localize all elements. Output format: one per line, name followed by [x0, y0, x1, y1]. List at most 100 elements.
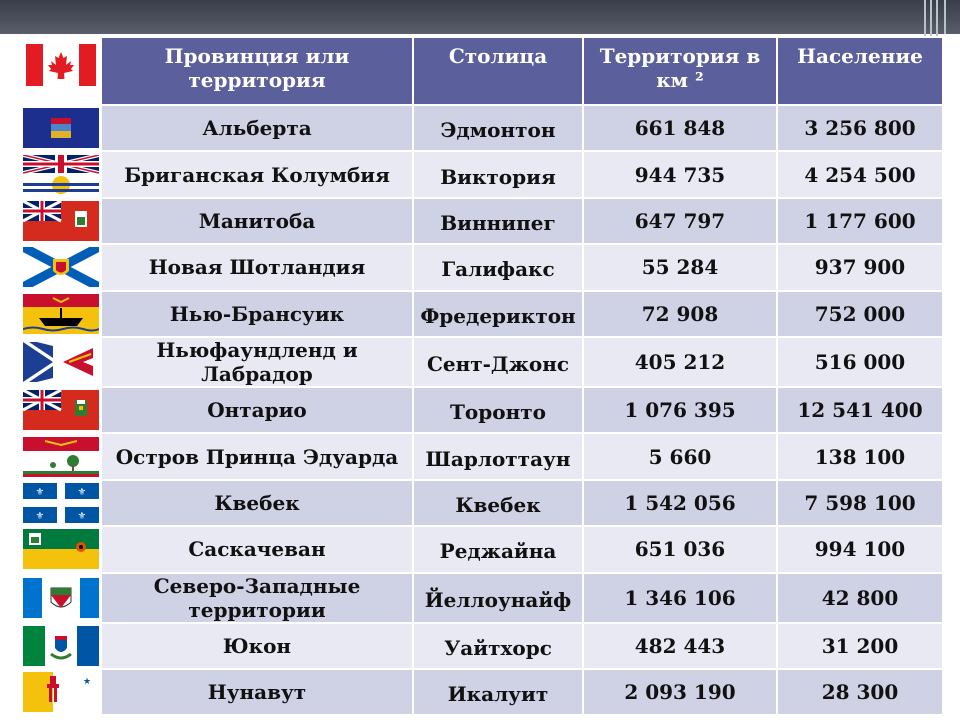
flag-cell — [20, 243, 102, 292]
population-value: 28 300 — [776, 667, 944, 717]
province-name: Квебек — [100, 478, 414, 528]
population-value: 4 254 500 — [776, 150, 944, 199]
province-name: Ньюфаундленд и Лабрадор — [100, 335, 414, 388]
capital-name: Реджайна — [412, 525, 584, 574]
population-value: 516 000 — [776, 335, 944, 388]
flag-cell: ⚜ ⚜ ⚜ ⚜ — [20, 478, 102, 528]
flag-cell — [20, 335, 102, 388]
province-name: Альберта — [100, 103, 414, 153]
population-value: 937 900 — [776, 243, 944, 292]
table-row: ⚜ ⚜ ⚜ ⚜ Квебек Квебек 1 542 056 7 598 10… — [20, 478, 944, 528]
nunavut-flag-icon: ★ — [23, 672, 99, 713]
table-row: Юкон Уайтхорс 482 443 31 200 — [20, 621, 944, 670]
population-value: 42 800 — [776, 571, 944, 624]
british-columbia-flag-icon — [23, 154, 99, 195]
area-value: 482 443 — [582, 621, 778, 670]
population-value: 138 100 — [776, 432, 944, 481]
header-capital: Столица — [412, 36, 584, 106]
table-row: Новая Шотландия Галифакс 55 284 937 900 — [20, 243, 944, 292]
capital-name: Квебек — [412, 478, 584, 528]
decorative-stripes — [920, 0, 960, 40]
nova-scotia-flag-icon — [23, 247, 99, 288]
province-name: Онтарио — [100, 385, 414, 435]
table-row: Бриганская Колумбия Виктория 944 735 4 2… — [20, 150, 944, 199]
capital-name: Уайтхорс — [412, 621, 584, 670]
province-name: Бриганская Колумбия — [100, 150, 414, 199]
table-header-row: Провинция или территория Столица Террито… — [20, 36, 944, 106]
capital-name: Шарлоттаун — [412, 432, 584, 481]
flag-cell — [20, 103, 102, 153]
flag-cell — [20, 196, 102, 246]
table-row: Нью-Брансуик Фредериктон 72 908 752 000 — [20, 289, 944, 338]
province-name: Юкон — [100, 621, 414, 670]
area-value: 647 797 — [582, 196, 778, 246]
flag-cell — [20, 289, 102, 338]
newfoundland-flag-icon — [23, 341, 99, 382]
table-row: Альберта Эдмонтон 661 848 3 256 800 — [20, 103, 944, 153]
population-value: 994 100 — [776, 525, 944, 574]
flag-cell — [20, 150, 102, 199]
population-value: 12 541 400 — [776, 385, 944, 435]
svg-text:⚜: ⚜ — [36, 511, 45, 522]
population-value: 3 256 800 — [776, 103, 944, 153]
area-value: 651 036 — [582, 525, 778, 574]
svg-text:⚜: ⚜ — [78, 511, 87, 522]
population-value: 1 177 600 — [776, 196, 944, 246]
area-value: 405 212 — [582, 335, 778, 388]
canada-flag-icon — [26, 44, 96, 86]
capital-name: Йеллоунайф — [412, 571, 584, 624]
provinces-table: Провинция или территория Столица Террито… — [20, 36, 944, 717]
svg-text:⚜: ⚜ — [78, 487, 87, 498]
canada-flag-header — [20, 36, 102, 106]
capital-name: Эдмонтон — [412, 103, 584, 153]
table-row: Онтарио Торонто 1 076 395 12 541 400 — [20, 385, 944, 435]
new-brunswick-flag-icon — [23, 293, 99, 334]
table-row: Манитоба Виннипег 647 797 1 177 600 — [20, 196, 944, 246]
province-name: Нью-Брансуик — [100, 289, 414, 338]
area-value: 661 848 — [582, 103, 778, 153]
province-name: Остров Принца Эдуарда — [100, 432, 414, 481]
table-row: Северо-Западные территории Йеллоунайф 1 … — [20, 571, 944, 624]
alberta-flag-icon — [23, 108, 99, 149]
area-value: 72 908 — [582, 289, 778, 338]
pei-flag-icon — [23, 436, 99, 477]
province-name: Новая Шотландия — [100, 243, 414, 292]
header-population: Население — [776, 36, 944, 106]
population-value: 752 000 — [776, 289, 944, 338]
header-area: Территория в км ² — [582, 36, 778, 106]
slide-top-bar — [0, 0, 960, 34]
province-name: Манитоба — [100, 196, 414, 246]
quebec-flag-icon: ⚜ ⚜ ⚜ ⚜ — [23, 482, 99, 523]
table-row: Остров Принца Эдуарда Шарлоттаун 5 660 1… — [20, 432, 944, 481]
population-value: 31 200 — [776, 621, 944, 670]
capital-name: Икалуит — [412, 667, 584, 717]
area-value: 1 542 056 — [582, 478, 778, 528]
flag-cell: ★ — [20, 667, 102, 717]
svg-text:★: ★ — [83, 677, 91, 687]
area-value: 2 093 190 — [582, 667, 778, 717]
capital-name: Галифакс — [412, 243, 584, 292]
flag-cell — [20, 571, 102, 624]
svg-text:⚜: ⚜ — [36, 487, 45, 498]
area-value: 5 660 — [582, 432, 778, 481]
capital-name: Сент-Джонс — [412, 335, 584, 388]
yukon-flag-icon — [23, 625, 99, 666]
flag-cell — [20, 385, 102, 435]
table-row: ★ Нунавут Икалуит 2 093 190 28 300 — [20, 667, 944, 717]
capital-name: Фредериктон — [412, 289, 584, 338]
capital-name: Виктория — [412, 150, 584, 199]
manitoba-flag-icon — [23, 200, 99, 241]
flag-cell — [20, 621, 102, 670]
area-value: 944 735 — [582, 150, 778, 199]
flag-cell — [20, 432, 102, 481]
saskatchewan-flag-icon — [23, 529, 99, 570]
population-value: 7 598 100 — [776, 478, 944, 528]
capital-name: Виннипег — [412, 196, 584, 246]
capital-name: Торонто — [412, 385, 584, 435]
northwest-territories-flag-icon — [23, 577, 99, 618]
ontario-flag-icon — [23, 390, 99, 431]
province-name: Северо-Западные территории — [100, 571, 414, 624]
table-row: Ньюфаундленд и Лабрадор Сент-Джонс 405 2… — [20, 335, 944, 388]
header-province: Провинция или территория — [100, 36, 414, 106]
table-row: Саскачеван Реджайна 651 036 994 100 — [20, 525, 944, 574]
